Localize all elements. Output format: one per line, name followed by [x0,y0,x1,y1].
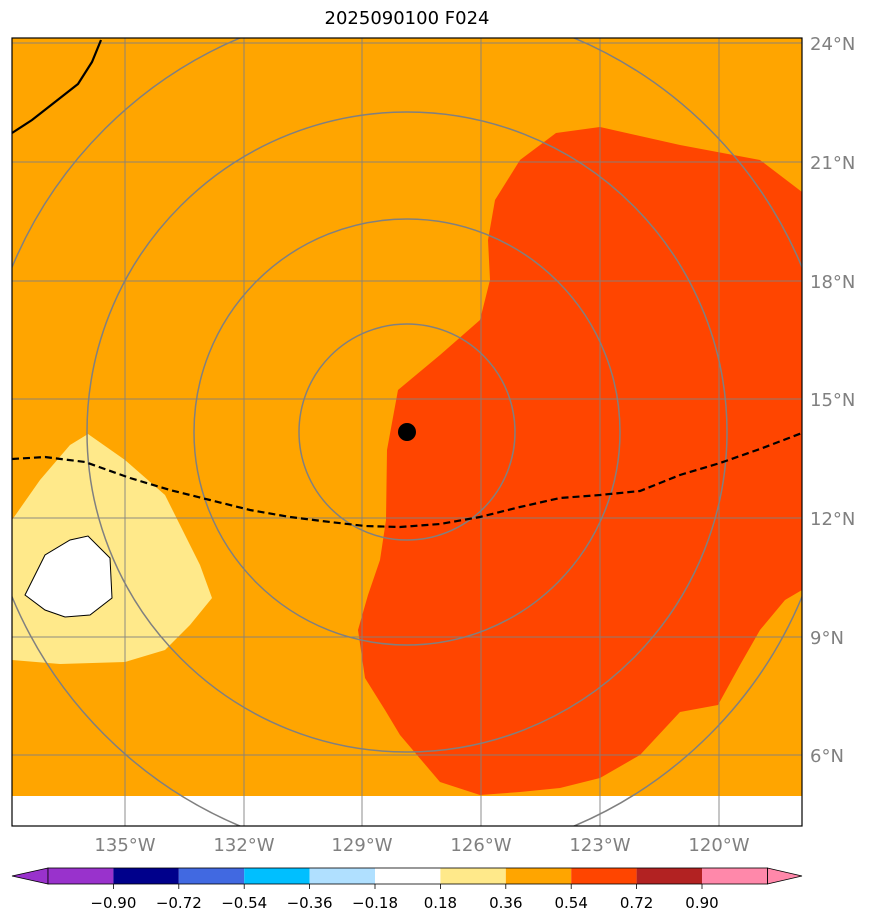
lat-label: 21°N [810,153,855,174]
colorbar-tick-label: 0.90 [685,894,718,912]
longitude-labels: 135°W 132°W 129°W 126°W 123°W 120°W [94,835,749,856]
dashed-contour-line [12,431,802,529]
colorbar-swatch [636,868,702,884]
colorbar-swatch [178,868,245,884]
lon-label: 132°W [213,835,274,856]
gridlines [12,38,802,826]
colorbar-max-arrow [767,867,803,885]
lat-label: 12°N [810,509,855,530]
lat-label: 24°N [810,34,855,55]
colorbar-outline [47,867,768,885]
lat-label: 6°N [810,746,844,767]
colorbar-swatch [113,868,179,884]
latitude-labels: 24°N 21°N 18°N 15°N 12°N 9°N 6°N [810,34,855,767]
colorbar-swatch [48,868,114,884]
colorbar-swatch [505,868,572,884]
map-title: 2025090100 F024 [324,8,490,29]
colorbar-swatch [244,868,310,884]
lat-label: 18°N [810,272,855,293]
range-rings [12,38,802,826]
lat-label: 15°N [810,390,855,411]
colorbar-tick-label: −0.18 [352,894,398,912]
lon-label: 129°W [331,835,392,856]
storm-center-marker [398,423,416,441]
field-neutral-region [24,535,113,618]
colorbar-tick-label: −0.36 [287,894,333,912]
colorbar-ticks [113,884,703,889]
colorbar-swatch [440,868,506,884]
lat-label: 9°N [810,628,844,649]
colorbar-min-arrow [11,867,49,885]
colorbar-tick-label: −0.90 [90,894,136,912]
colorbar-tick-label: 0.54 [554,894,587,912]
map-area [12,38,802,826]
colorbar-tick-label: −0.72 [156,894,202,912]
colorbar-swatch [702,868,768,884]
colorbar: −0.90 −0.72 −0.54 −0.36 −0.18 0.18 0.36 … [11,867,803,912]
solid-contour-line [12,39,103,134]
colorbar-swatch [309,868,375,884]
lon-label: 120°W [688,835,749,856]
colorbar-tick-label: 0.18 [424,894,457,912]
colorbar-swatch [375,868,441,884]
colorbar-tick-label: −0.54 [221,894,267,912]
field-high-region [358,127,802,795]
colorbar-tick-label: 0.72 [620,894,653,912]
lon-label: 123°W [569,835,630,856]
map-frame [11,37,803,827]
lon-label: 135°W [94,835,155,856]
colorbar-swatch [571,868,637,884]
lon-label: 126°W [450,835,511,856]
colorbar-tick-label: 0.36 [489,894,522,912]
